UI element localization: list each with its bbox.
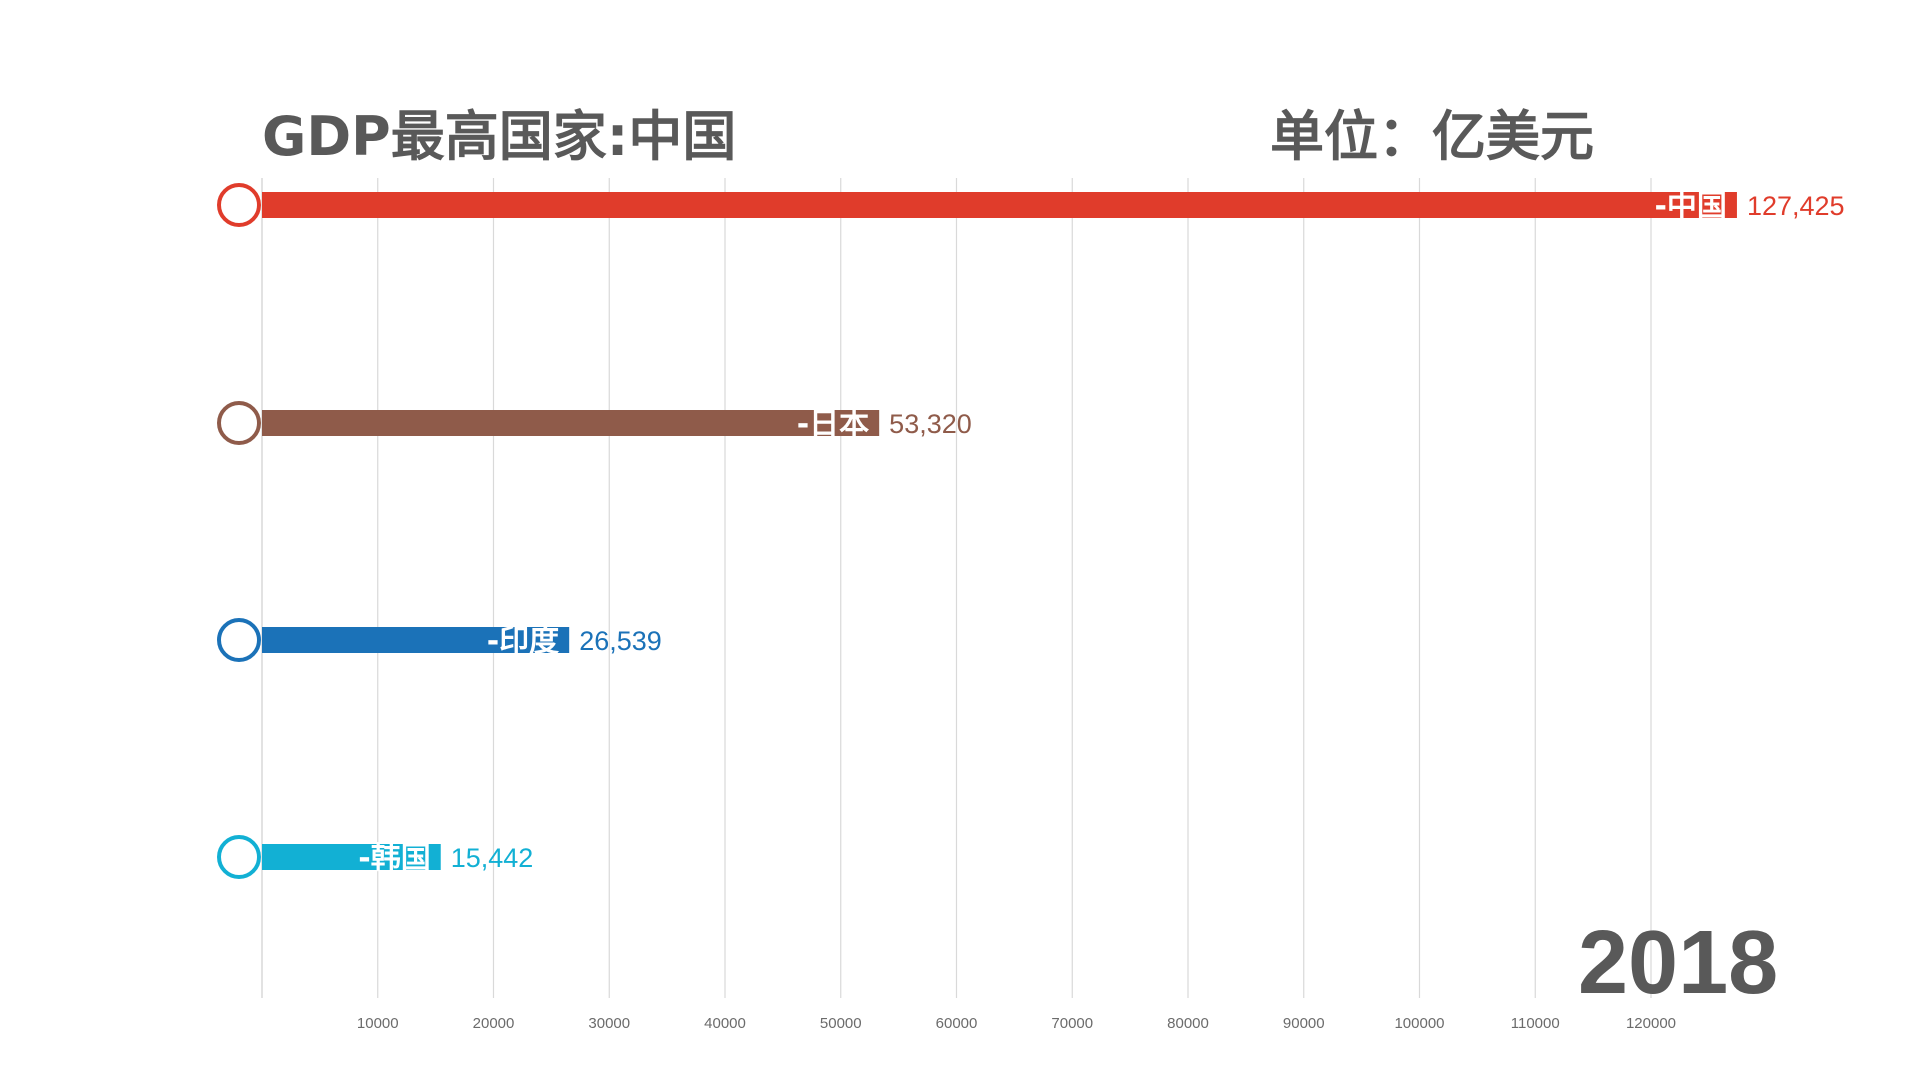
bar xyxy=(262,844,441,870)
x-tick-label: 10000 xyxy=(357,1015,399,1032)
x-tick-label: 60000 xyxy=(936,1015,978,1032)
x-tick-label: 30000 xyxy=(588,1015,630,1032)
bar-category-label: -中国 xyxy=(1654,189,1726,224)
bar xyxy=(262,410,880,436)
chart-title: GDP最高国家:中国 xyxy=(262,105,737,168)
x-tick-label: 120000 xyxy=(1626,1015,1676,1032)
unit-label: 单位：亿美元 xyxy=(1270,105,1594,168)
bar-category-label: -韩国 xyxy=(358,841,430,876)
bar-value-label: 127,425 xyxy=(1747,191,1845,221)
bar-category-label: -印度 xyxy=(487,624,559,659)
bar-marker-circle xyxy=(217,618,261,662)
bar-value-label: 26,539 xyxy=(579,626,662,656)
x-tick-label: 40000 xyxy=(704,1015,746,1032)
bar xyxy=(262,627,570,653)
bar xyxy=(262,192,1737,218)
bar-marker-circle xyxy=(217,835,261,879)
x-tick-label: 70000 xyxy=(1051,1015,1093,1032)
x-tick-label: 50000 xyxy=(820,1015,862,1032)
x-tick-label: 100000 xyxy=(1394,1015,1444,1032)
x-tick-label: 80000 xyxy=(1167,1015,1209,1032)
bar-value-label: 53,320 xyxy=(889,409,972,439)
bar-value-label: 15,442 xyxy=(451,843,534,873)
x-tick-label: 20000 xyxy=(473,1015,515,1032)
bar-marker-circle xyxy=(217,183,261,227)
bar-category-label: -日本 xyxy=(797,407,869,442)
year-label: 2018 xyxy=(1578,913,1779,1013)
x-tick-label: 110000 xyxy=(1511,1015,1560,1032)
x-tick-label: 90000 xyxy=(1283,1015,1325,1032)
bar-marker-circle xyxy=(217,401,261,445)
